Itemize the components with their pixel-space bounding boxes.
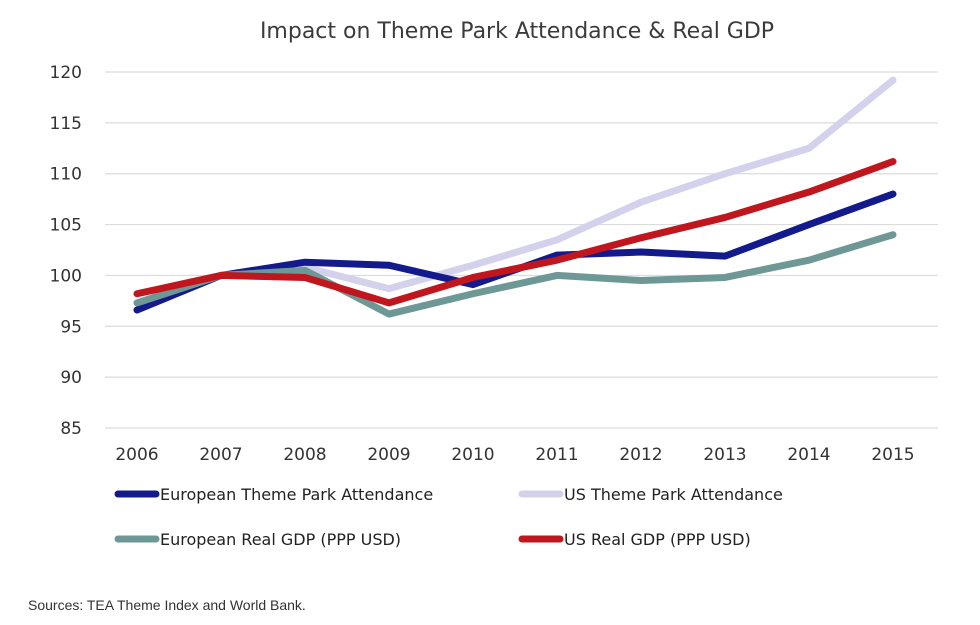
x-tick-label: 2015	[871, 445, 914, 465]
legend-label: US Real GDP (PPP USD)	[564, 530, 751, 549]
legend-item: European Real GDP (PPP USD)	[114, 530, 401, 549]
x-axis-ticks: 2006 2007 2008 2009 2010 2011 2012 2013 2014 2015	[115, 445, 914, 465]
y-tick-label: 120	[50, 63, 82, 83]
x-tick-label: 2006	[115, 445, 158, 465]
chart-title: Impact on Theme Park Attendance & Real G…	[260, 19, 774, 44]
y-axis-ticks: 120 115 110 105 100 95 90 85	[50, 63, 82, 439]
x-tick-label: 2013	[703, 445, 746, 465]
y-tick-label: 115	[50, 114, 82, 134]
y-tick-label: 100	[50, 266, 82, 286]
legend-label: European Real GDP (PPP USD)	[160, 530, 401, 549]
legend-label: US Theme Park Attendance	[564, 485, 783, 504]
y-tick-label: 105	[50, 216, 82, 236]
x-tick-label: 2007	[199, 445, 242, 465]
y-tick-label: 85	[60, 419, 82, 439]
x-tick-label: 2012	[619, 445, 662, 465]
series-line-us-real-gdp-ppp-usd	[133, 158, 897, 307]
y-tick-label: 90	[60, 368, 82, 388]
x-tick-label: 2011	[535, 445, 578, 465]
series-line-european-real-gdp-ppp-usd	[133, 231, 897, 318]
x-tick-label: 2009	[367, 445, 410, 465]
y-tick-label: 95	[60, 317, 82, 337]
source-note: Sources: TEA Theme Index and World Bank.	[28, 597, 306, 613]
legend-label: European Theme Park Attendance	[160, 485, 433, 504]
legend-item: European Theme Park Attendance	[114, 485, 433, 504]
legend: European Theme Park Attendance US Theme P…	[114, 485, 783, 549]
x-tick-label: 2008	[283, 445, 326, 465]
series-lines	[133, 76, 897, 318]
x-tick-label: 2014	[787, 445, 830, 465]
x-tick-label: 2010	[451, 445, 494, 465]
legend-item: US Theme Park Attendance	[518, 485, 783, 504]
y-tick-label: 110	[50, 165, 82, 185]
legend-item: US Real GDP (PPP USD)	[518, 530, 751, 549]
